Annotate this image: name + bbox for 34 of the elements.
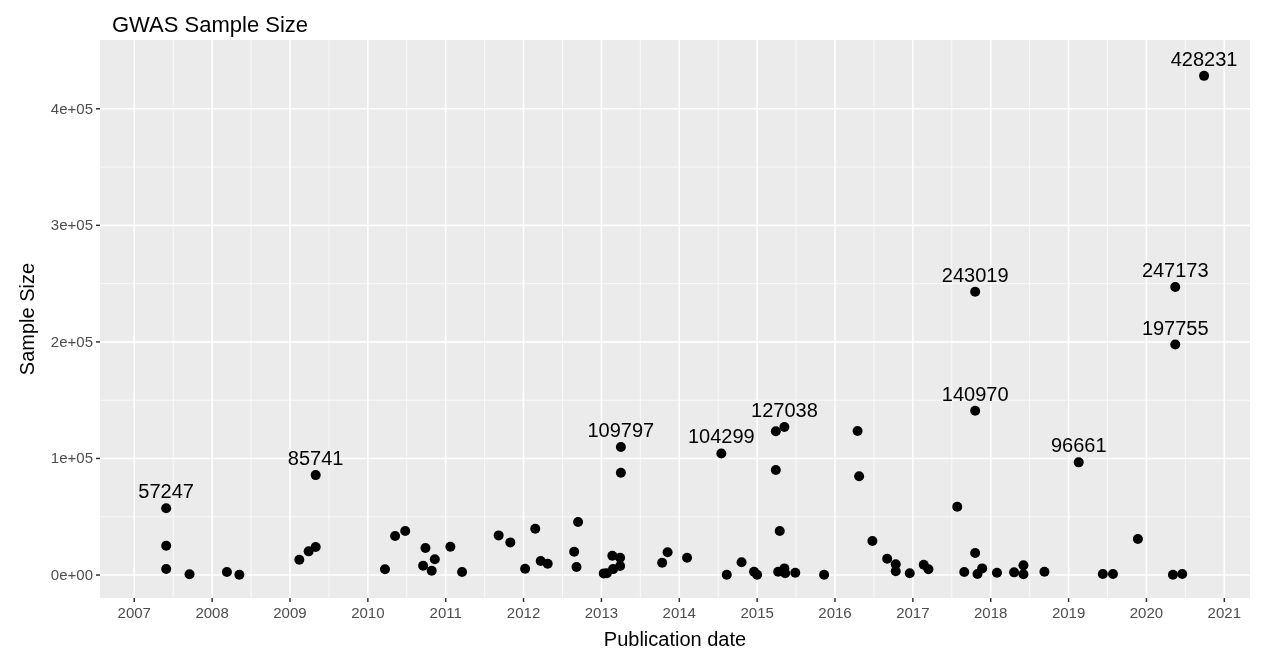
data-label: 243019 [941, 263, 1009, 286]
x-tick-label: 2014 [662, 604, 696, 621]
y-tick-label: 1e+05 [50, 449, 93, 467]
x-tick-label: 2009 [273, 604, 307, 621]
data-label: 127038 [751, 398, 818, 421]
x-tick-label: 2008 [195, 604, 229, 621]
x-tick-label: 2013 [584, 604, 619, 621]
chart-title: GWAS Sample Size [112, 12, 309, 37]
data-label: 428231 [1170, 47, 1238, 70]
x-tick-label: 2020 [1129, 604, 1164, 621]
x-tick-label: 2012 [506, 604, 541, 621]
data-label: 104299 [687, 425, 755, 448]
data-label: 247173 [1141, 258, 1209, 281]
data-label: 57247 [138, 480, 194, 503]
data-label: 109797 [587, 419, 655, 442]
y-tick-label: 2e+05 [50, 332, 93, 350]
x-tick-label: 2010 [351, 604, 385, 621]
data-label: 96661 [1050, 434, 1107, 457]
x-tick-label: 2016 [818, 604, 852, 621]
x-tick-label: 2007 [117, 604, 151, 621]
data-label: 85741 [287, 447, 344, 470]
y-tick-label: 4e+05 [50, 99, 93, 117]
data-label: 140970 [941, 382, 1009, 405]
y-tick-label: 0e+00 [50, 566, 93, 584]
x-tick-label: 2017 [896, 604, 930, 621]
x-tick-label: 2011 [429, 604, 462, 621]
y-axis-title: Sample Size [16, 262, 38, 376]
x-tick-label: 2019 [1051, 604, 1086, 621]
x-tick-label: 2015 [740, 604, 774, 621]
x-tick-label: 2021 [1207, 604, 1241, 621]
x-axis-title: Publication date [603, 628, 747, 650]
x-tick-label: 2018 [974, 604, 1008, 621]
y-tick-label: 3e+05 [50, 216, 93, 234]
data-label: 197755 [1141, 316, 1209, 339]
